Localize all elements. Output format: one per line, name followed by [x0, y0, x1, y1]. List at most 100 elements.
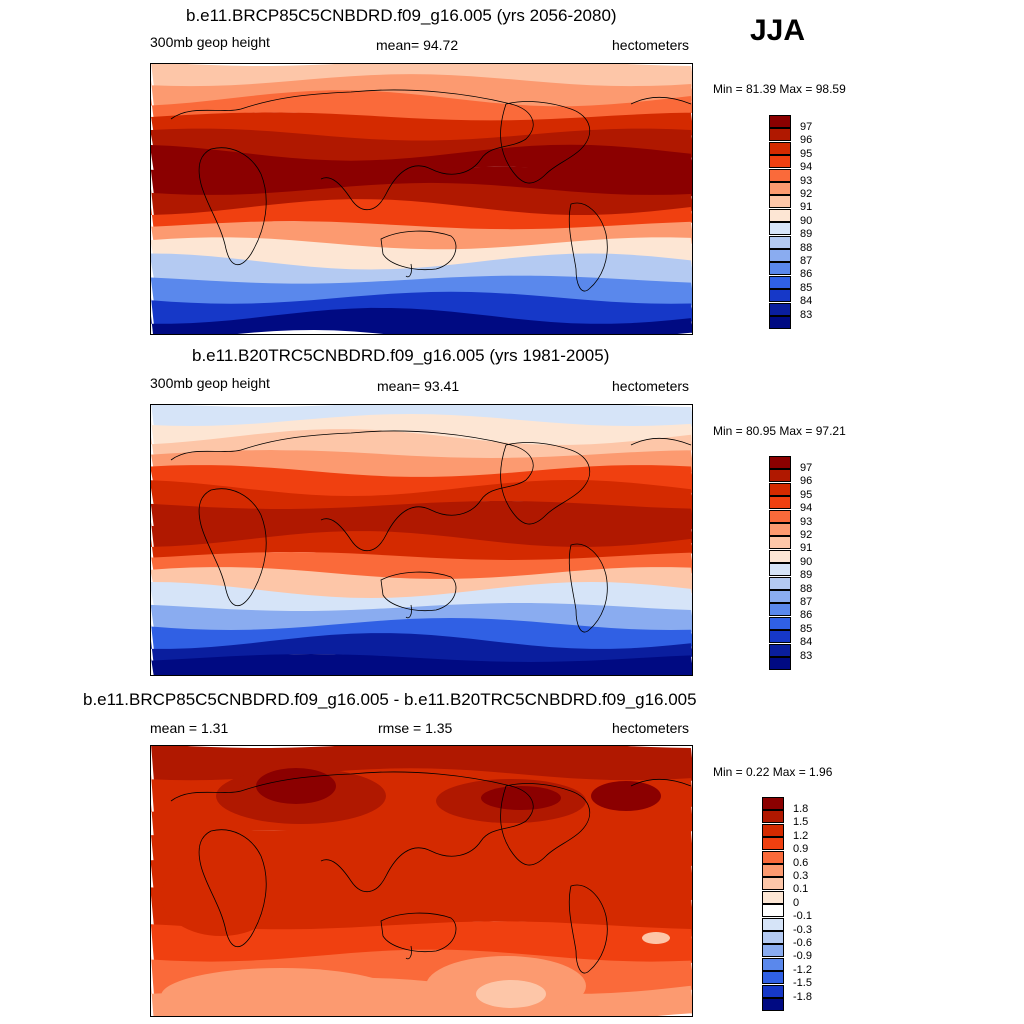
panel-2-title: b.e11.B20TRC5CNBDRD.f09_g16.005 (yrs 198… [192, 346, 610, 365]
colorbar-swatch [762, 797, 784, 810]
panel-1-mean: mean= 94.72 [376, 37, 459, 53]
panel-1-variable-label: 300mb geop height [150, 34, 270, 50]
colorbar-label: 84 [800, 295, 813, 308]
colorbar-swatch [762, 931, 784, 944]
colorbar-label: 96 [800, 134, 813, 147]
panel-2-map-svg [151, 405, 692, 675]
colorbar-label: 88 [800, 582, 813, 595]
coastline [500, 442, 591, 525]
colorbar-label: 96 [800, 475, 813, 488]
contour-band [151, 501, 692, 530]
panel-3-colorbar: 1.8 1.5 1.2 0.9 0.6 0.3 0.1 0 -0.1 -0.3 -0.6 -0.9 -1… [762, 797, 842, 1011]
panel-3-map [150, 745, 693, 1017]
coastline [170, 771, 534, 893]
contour-band [151, 237, 692, 272]
panel-2-units: hectometers [612, 378, 690, 394]
contour-band [151, 414, 692, 447]
colorbar-swatch [762, 971, 784, 985]
contour-band [151, 654, 692, 675]
colorbar-swatch [769, 603, 791, 617]
contour-blob [591, 781, 661, 811]
colorbar-label: 83 [800, 308, 813, 321]
coastline [170, 430, 534, 552]
contour-band [151, 128, 692, 163]
panel-2-map [150, 404, 693, 676]
colorbar-swatch [762, 837, 784, 851]
colorbar-swatch [769, 316, 791, 329]
contour-blob [476, 980, 546, 1008]
panel-3-units: hectometers [612, 720, 690, 736]
colorbar-label: -0.3 [793, 923, 812, 936]
colorbar-label: 92 [800, 529, 813, 541]
contour-band [151, 830, 692, 873]
colorbar-swatch [769, 195, 791, 209]
colorbar-label: 91 [800, 201, 813, 214]
colorbar-label: -0.6 [793, 937, 812, 949]
colorbar-label: 0.6 [793, 856, 809, 869]
colorbar-swatch [762, 877, 784, 891]
coastline [500, 101, 591, 184]
colorbar-swatch [762, 917, 784, 931]
contour-band [151, 858, 692, 906]
panel-2-mean: mean= 93.41 [377, 378, 460, 394]
colorbar-swatch [762, 810, 784, 824]
coastline [630, 778, 692, 787]
colorbar-swatch [769, 155, 791, 169]
colorbar-label: 95 [800, 488, 813, 501]
colorbar-swatch [762, 904, 784, 918]
season-label: JJA [750, 14, 806, 47]
colorbar-swatch [769, 630, 791, 644]
colorbar-swatch [762, 864, 784, 877]
colorbar-swatch [769, 576, 791, 590]
colorbar-label: 0.1 [793, 883, 809, 896]
panel-3-map-svg [151, 746, 692, 1016]
panel-1-colorbar: 97 96 95 94 93 92 91 90 89 88 87 86 85 84 83 [769, 115, 849, 329]
contour-blob [481, 786, 561, 810]
contour-band [151, 887, 692, 938]
colorbar-swatch [762, 890, 784, 904]
colorbar-label: 92 [800, 188, 813, 200]
colorbar-swatch [769, 549, 791, 563]
contour-band [151, 182, 692, 217]
colorbar-swatch [769, 643, 791, 657]
colorbar-swatch [769, 222, 791, 236]
colorbar-swatch [769, 302, 791, 316]
coastline [380, 571, 457, 612]
colorbar-label: 84 [800, 636, 813, 649]
panel-2-colorbar: 97 96 95 94 93 92 91 90 89 88 87 86 85 84 83 [769, 456, 849, 670]
colorbar-label: 88 [800, 241, 813, 254]
colorbar-swatch [769, 262, 791, 276]
colorbar-label: 90 [800, 555, 813, 568]
colorbar-swatch [769, 456, 791, 469]
colorbar-label: 97 [800, 121, 813, 133]
coastline [380, 912, 457, 953]
colorbar-label: 97 [800, 462, 813, 474]
coastline [568, 884, 608, 974]
colorbar-label: 1.8 [793, 803, 809, 815]
colorbar-label: 83 [800, 649, 813, 662]
contour-band [151, 480, 692, 517]
contour-band [151, 582, 692, 619]
contour-band [151, 516, 692, 549]
colorbar-swatch [769, 536, 791, 550]
colorbar-label: 1.2 [793, 829, 809, 842]
colorbar-swatch [769, 590, 791, 603]
coastline [198, 147, 267, 266]
colorbar-label: 86 [800, 268, 813, 281]
contour-band [151, 465, 692, 498]
colorbar-label: 85 [800, 281, 813, 294]
colorbar-label: 91 [800, 542, 813, 555]
panel-2-variable-label: 300mb geop height [150, 375, 270, 391]
contour-blob [161, 856, 281, 936]
colorbar-swatch [769, 509, 791, 523]
colorbar-swatch [769, 563, 791, 577]
coastline [198, 829, 267, 948]
colorbar-label: 1.5 [793, 816, 809, 829]
coastline [198, 488, 267, 607]
colorbar-swatch [769, 482, 791, 496]
contour-band [151, 144, 692, 183]
colorbar-label: -0.9 [793, 950, 812, 963]
contour-blob [161, 968, 401, 1016]
panel-1-min-max: Min = 81.39 Max = 98.59 [713, 82, 846, 96]
contour-blob [642, 932, 670, 944]
